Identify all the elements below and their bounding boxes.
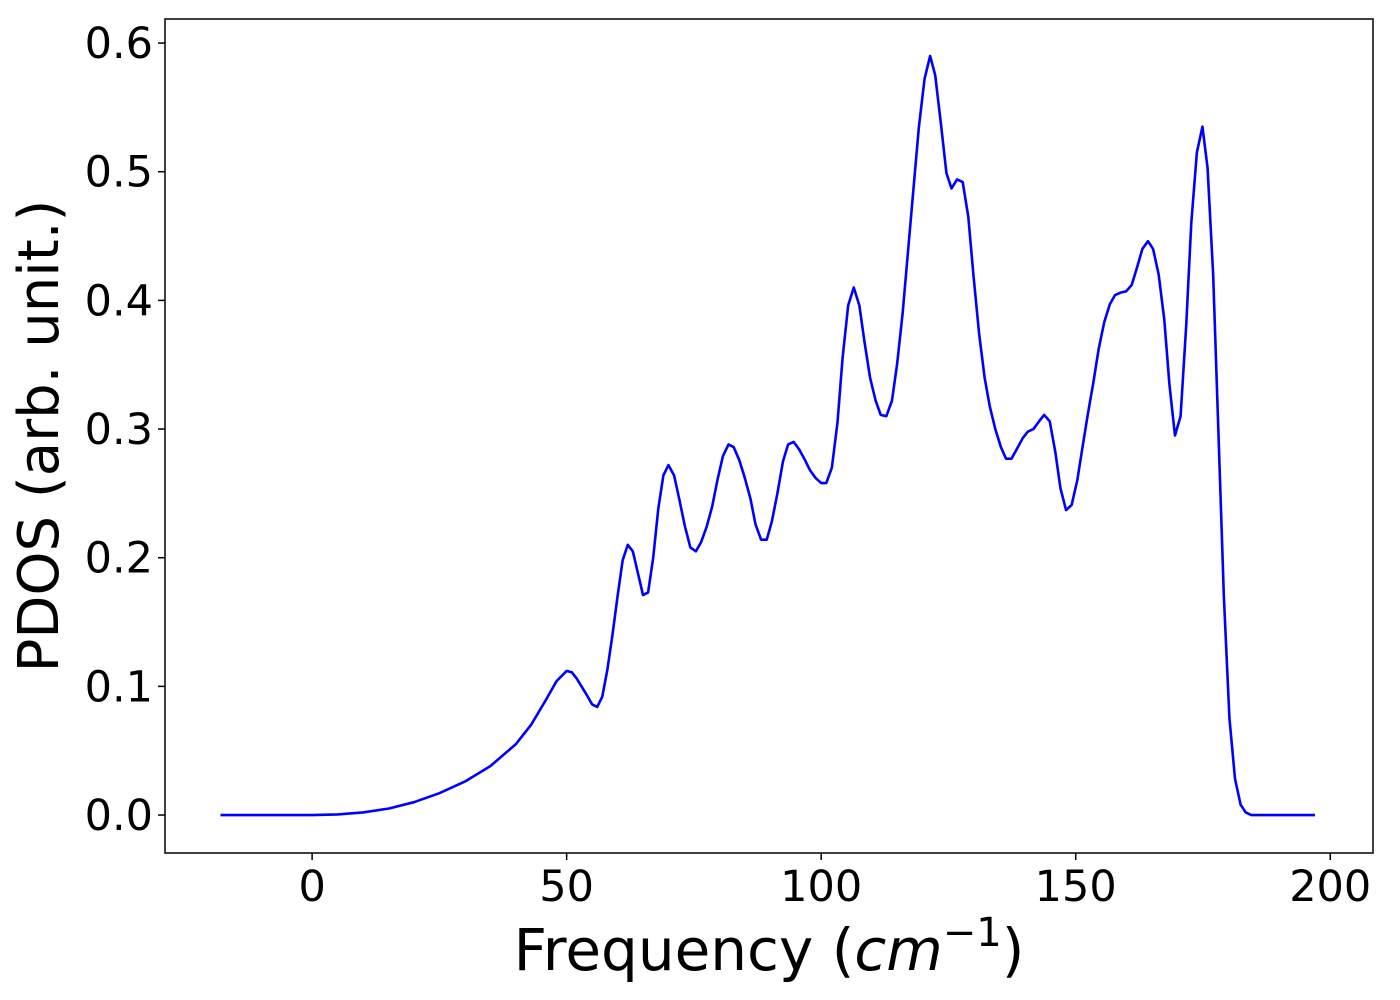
x-tick-label: 100 (780, 862, 862, 912)
y-tick-label: 0.2 (85, 534, 153, 584)
x-tick-label: 0 (298, 862, 325, 912)
x-tick-label: 200 (1289, 862, 1371, 912)
y-tick-label: 0.6 (85, 19, 153, 69)
data-line (220, 54, 1315, 817)
x-label-text: Frequency ( (514, 916, 855, 984)
y-tick-label: 0.1 (85, 662, 153, 712)
x-tick-label: 150 (1035, 862, 1117, 912)
x-label-unit: cm (854, 916, 942, 984)
y-tick-label: 0.0 (85, 791, 153, 841)
y-tick-label: 0.3 (85, 405, 153, 455)
x-axis-label: Frequency (cm−1) (514, 910, 1025, 984)
y-tick-label: 0.5 (85, 148, 153, 198)
y-tick-label: 0.4 (85, 276, 153, 326)
x-tick-label: 50 (539, 862, 594, 912)
plot-frame (164, 18, 1374, 854)
x-label-exponent: −1 (943, 910, 1002, 956)
x-label-close: ) (1002, 916, 1025, 984)
y-axis-label: PDOS (arb. unit.) (7, 200, 72, 673)
